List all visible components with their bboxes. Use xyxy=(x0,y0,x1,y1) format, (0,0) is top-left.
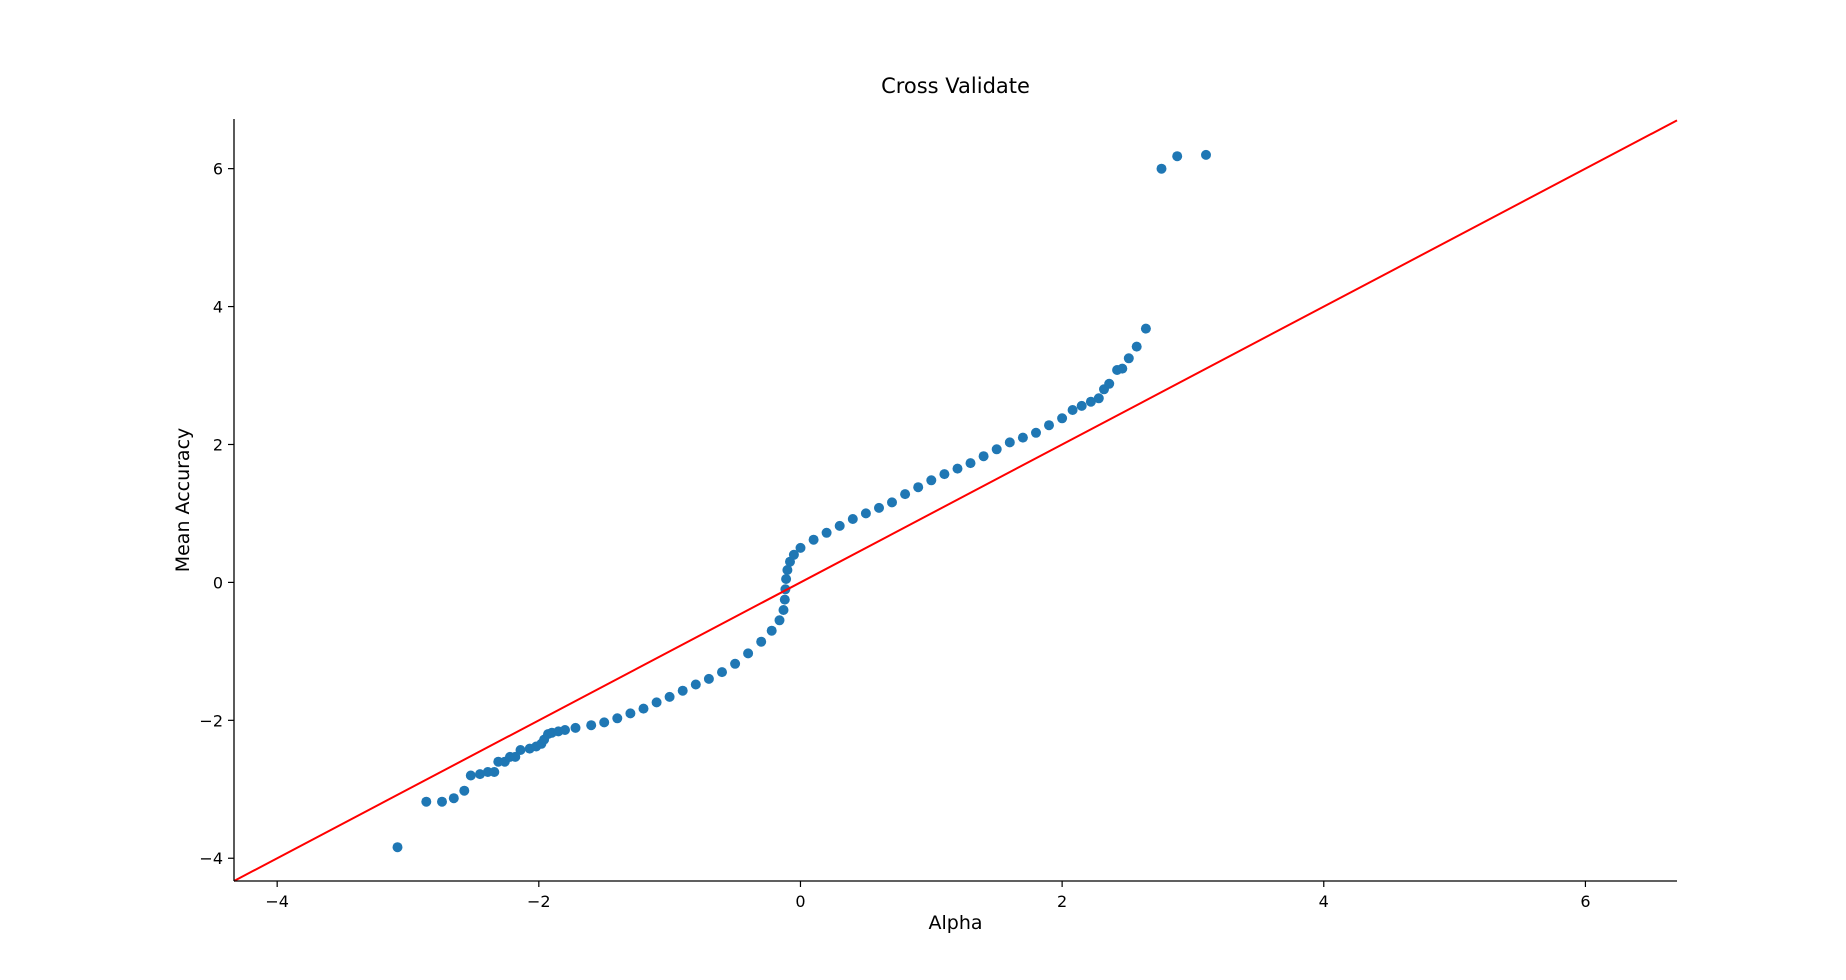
data-point xyxy=(788,549,799,560)
data-point xyxy=(774,615,785,626)
data-point xyxy=(1104,378,1115,389)
reference-line xyxy=(233,119,1678,882)
data-point xyxy=(1156,163,1167,174)
data-point xyxy=(1172,151,1183,162)
data-point xyxy=(991,444,1002,455)
data-point xyxy=(808,534,819,545)
data-point xyxy=(874,502,884,513)
y-tick-label: 0 xyxy=(213,573,223,592)
data-point xyxy=(860,508,871,519)
y-axis-title: Mean Accuracy xyxy=(172,428,194,573)
y-tick-label: 4 xyxy=(213,298,223,317)
data-point xyxy=(1067,405,1078,415)
data-point xyxy=(690,679,701,690)
data-point xyxy=(782,565,793,575)
data-point xyxy=(489,767,500,777)
data-point xyxy=(475,769,485,780)
data-point xyxy=(465,770,476,781)
y-tick-label: 2 xyxy=(213,435,223,454)
data-point xyxy=(730,658,741,669)
data-point xyxy=(952,463,963,474)
data-point xyxy=(638,703,649,714)
x-tick-label: 2 xyxy=(1057,892,1067,911)
data-point xyxy=(560,725,570,735)
y-tick-label: 6 xyxy=(213,160,223,179)
x-axis-title: Alpha xyxy=(928,912,982,934)
x-axis-ticks: −4 −2 0 2 4 6 xyxy=(265,881,1591,911)
data-point xyxy=(887,497,897,508)
data-point xyxy=(781,574,792,584)
data-point xyxy=(756,636,767,647)
data-point xyxy=(651,697,662,708)
data-point xyxy=(978,451,989,462)
data-point xyxy=(586,720,597,731)
data-point xyxy=(1057,413,1068,424)
data-point xyxy=(625,708,636,719)
data-point xyxy=(821,527,832,538)
data-point xyxy=(965,458,976,469)
data-point xyxy=(778,605,789,615)
data-point xyxy=(1031,427,1041,438)
data-point xyxy=(612,713,623,724)
y-axis-ticks: −4 −2 0 2 4 6 xyxy=(199,160,234,868)
data-point xyxy=(1123,353,1134,364)
data-point xyxy=(1076,400,1087,411)
data-point xyxy=(1201,149,1211,160)
data-point xyxy=(459,785,470,796)
data-point xyxy=(1140,323,1151,334)
x-tick-label: 4 xyxy=(1319,892,1329,911)
x-tick-label: 0 xyxy=(795,892,805,911)
data-point xyxy=(703,673,714,684)
data-point xyxy=(1085,396,1096,407)
data-point xyxy=(913,482,924,493)
y-tick-label: −4 xyxy=(199,849,223,868)
data-point xyxy=(766,625,777,636)
x-tick-label: −2 xyxy=(527,892,551,911)
data-point xyxy=(1131,341,1142,352)
data-point xyxy=(834,520,845,531)
data-point xyxy=(717,667,727,678)
data-point xyxy=(392,842,403,853)
data-point xyxy=(664,691,675,702)
data-point xyxy=(510,751,521,762)
data-point xyxy=(515,745,526,755)
data-point xyxy=(847,514,858,524)
y-tick-label: −2 xyxy=(199,711,223,730)
axes: −4 −2 0 2 4 6 −4 −2 0 2 4 6 xyxy=(199,119,1677,911)
data-point xyxy=(900,489,911,500)
data-point xyxy=(1017,432,1028,443)
data-point xyxy=(437,796,447,807)
data-point xyxy=(677,685,688,696)
x-tick-label: −4 xyxy=(265,892,289,911)
data-point xyxy=(599,717,610,728)
data-point xyxy=(1117,363,1128,374)
chart-title: Cross Validate xyxy=(881,74,1030,98)
data-point xyxy=(779,594,790,605)
data-point xyxy=(743,648,754,659)
x-tick-label: 6 xyxy=(1580,892,1590,911)
data-point xyxy=(795,542,806,553)
data-point xyxy=(939,469,950,480)
data-point xyxy=(421,796,432,807)
data-point xyxy=(570,722,581,733)
data-point xyxy=(448,793,459,804)
scatter-points xyxy=(392,149,1211,853)
data-point xyxy=(926,475,937,486)
data-point xyxy=(1004,437,1015,448)
data-point xyxy=(1093,393,1104,404)
data-point xyxy=(1044,420,1054,431)
